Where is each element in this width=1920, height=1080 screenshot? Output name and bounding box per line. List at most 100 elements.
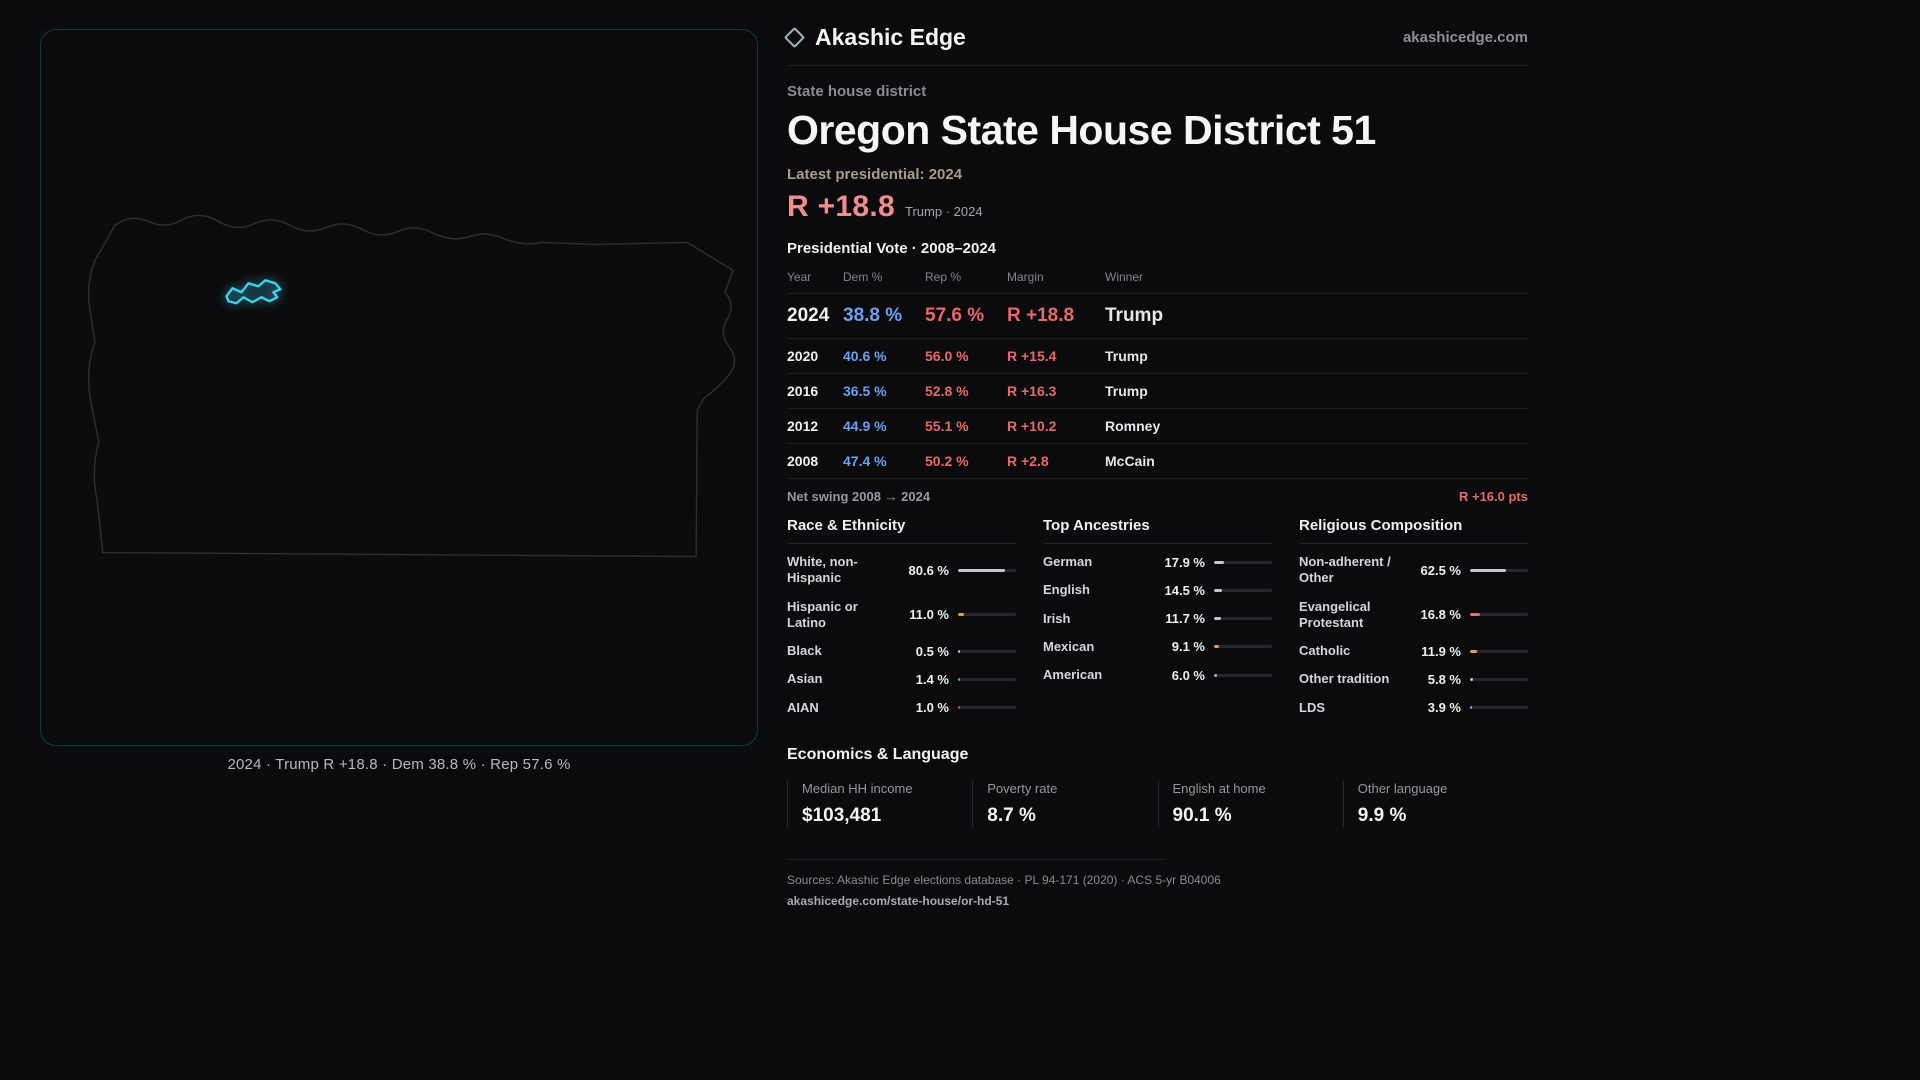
footer-divider <box>787 858 1165 860</box>
demographic-value: 0.5 % <box>915 643 949 659</box>
latest-margin-row: R +18.8 Trump · 2024 <box>787 190 1528 224</box>
demographic-column-title: Top Ancestries <box>1043 517 1272 544</box>
demographic-value: 11.9 % <box>1421 643 1461 659</box>
map-panel <box>40 29 758 746</box>
demographic-row: Mexican 9.1 % <box>1043 633 1272 661</box>
stat-value: 8.7 % <box>987 804 1036 826</box>
map-caption: 2024 · Trump R +18.8 · Dem 38.8 % · Rep … <box>227 756 571 773</box>
demographic-bar-fill <box>1214 588 1223 592</box>
demographic-value: 11.0 % <box>909 607 949 623</box>
demographic-label: Hispanic or Latino <box>787 598 858 630</box>
demographic-row: Hispanic or Latino 11.0 % <box>787 593 1016 638</box>
demographic-row: Catholic 11.9 % <box>1299 637 1528 665</box>
col-year: Year <box>787 270 812 284</box>
col-winner: Winner <box>1105 270 1144 284</box>
demographic-bar-fill <box>1214 673 1218 677</box>
demographic-bar-fill <box>958 706 960 710</box>
demographic-value: 11.7 % <box>1165 611 1205 627</box>
demographic-row: White, non-Hispanic 80.6 % <box>787 548 1016 593</box>
demographic-value: 14.5 % <box>1164 582 1205 598</box>
demographic-bar-track <box>958 568 1016 572</box>
stat-label: Other language <box>1357 780 1448 796</box>
demographic-value: 3.9 % <box>1427 700 1461 716</box>
vote-rep-pct: 57.6 % <box>925 305 985 326</box>
vote-margin: R +15.4 <box>1007 348 1057 364</box>
vote-table-row: 2012 44.9 % 55.1 % R +10.2 Romney <box>787 408 1528 443</box>
demographic-bar-track <box>958 706 1016 710</box>
vote-winner: Trump <box>1105 383 1148 399</box>
vote-winner: Trump <box>1105 348 1148 364</box>
demographic-bar-fill <box>1470 677 1474 681</box>
demographic-bar-track <box>1214 588 1272 592</box>
latest-margin-detail: Trump · 2024 <box>905 204 983 219</box>
vote-table: Year Dem % Rep % Margin Winner 2024 38.8 … <box>787 263 1528 479</box>
demographic-row: LDS 3.9 % <box>1299 694 1528 722</box>
vote-table-row: 2008 47.4 % 50.2 % R +2.8 McCain <box>787 443 1528 478</box>
district-type-label: State house district <box>787 83 927 100</box>
demographic-column-title: Religious Composition <box>1299 517 1528 544</box>
district-51-highlight[interactable] <box>225 279 282 305</box>
stat-value: 90.1 % <box>1172 804 1232 826</box>
demographic-bar-fill <box>958 649 960 653</box>
demographic-bar-track <box>1214 560 1272 564</box>
demographic-bar-track <box>1470 649 1528 653</box>
vote-table-title: Presidential Vote · 2008–2024 <box>787 240 997 257</box>
demographic-bar-fill <box>1470 706 1473 710</box>
demographic-row: American 6.0 % <box>1043 661 1272 689</box>
stat-block: Poverty rate 8.7 % <box>972 780 1157 827</box>
demographic-label: Asian <box>787 671 823 687</box>
vote-dem-pct: 40.6 % <box>843 348 887 364</box>
economics-title: Economics & Language <box>787 745 969 763</box>
demographic-label: English <box>1043 582 1090 598</box>
vote-dem-pct: 47.4 % <box>843 453 887 469</box>
stat-block: Median HH income $103,481 <box>787 780 972 827</box>
demographic-label: Evangelical Protestant <box>1299 598 1371 630</box>
oregon-state-outline <box>87 214 736 558</box>
site-domain-link[interactable]: akashicedge.com <box>1402 29 1528 46</box>
vote-year: 2008 <box>787 453 819 469</box>
demographic-bar-fill <box>1470 613 1480 617</box>
demographic-label: LDS <box>1299 699 1325 715</box>
vote-year: 2024 <box>787 305 830 326</box>
vote-dem-pct: 44.9 % <box>843 418 887 434</box>
vote-table-row: 2020 40.6 % 56.0 % R +15.4 Trump <box>787 338 1528 373</box>
permalink[interactable]: akashicedge.com/state-house/or-hd-51 <box>787 893 1010 908</box>
demographic-label: American <box>1043 667 1103 682</box>
vote-winner: McCain <box>1105 453 1155 469</box>
vote-margin: R +16.3 <box>1007 383 1057 399</box>
vote-dem-pct: 36.5 % <box>843 383 887 399</box>
vote-winner: Romney <box>1105 418 1161 434</box>
demographic-row: Evangelical Protestant 16.8 % <box>1299 593 1528 638</box>
demographic-value: 6.0 % <box>1171 667 1205 683</box>
demographic-label: Other tradition <box>1299 671 1390 687</box>
economics-stats: Median HH income $103,481 Poverty rate 8.7 … <box>787 780 1528 827</box>
stat-block: Other language 9.9 % <box>1342 780 1528 827</box>
vote-table-row: 2016 36.5 % 52.8 % R +16.3 Trump <box>787 373 1528 408</box>
demographic-bar-fill <box>1214 617 1221 621</box>
demographic-value: 1.0 % <box>915 700 949 716</box>
vote-winner: Trump <box>1105 305 1164 326</box>
vote-rep-pct: 52.8 % <box>925 383 969 399</box>
demographic-value: 80.6 % <box>908 562 949 578</box>
demographic-column: Race & Ethnicity White, non-Hispanic 80.6 … <box>787 517 1016 722</box>
demographic-value: 1.4 % <box>915 671 949 687</box>
demographic-bar-track <box>958 649 1016 653</box>
demographic-bar-track <box>1470 677 1528 681</box>
vote-dem-pct: 38.8 % <box>843 305 903 326</box>
demographic-bar-track <box>1470 613 1528 617</box>
brand-name: Akashic Edge <box>815 24 966 50</box>
col-rep: Rep % <box>925 270 962 284</box>
demographic-bar-track <box>1214 617 1272 621</box>
demographic-label: Catholic <box>1299 643 1351 658</box>
latest-margin-value: R +18.8 <box>787 190 896 223</box>
demographic-row: Black 0.5 % <box>787 637 1016 665</box>
diamond-logo-icon <box>783 26 806 49</box>
demographic-bar-track <box>1214 673 1272 677</box>
demographic-label: Irish <box>1043 610 1071 626</box>
demographic-column-title: Race & Ethnicity <box>787 517 1016 544</box>
stat-block: English at home 90.1 % <box>1157 780 1343 827</box>
brand: Akashic Edge <box>783 24 966 51</box>
demographic-label: Black <box>787 643 822 658</box>
demographic-bar-track <box>1470 568 1528 572</box>
stat-value: 9.9 % <box>1357 804 1407 826</box>
